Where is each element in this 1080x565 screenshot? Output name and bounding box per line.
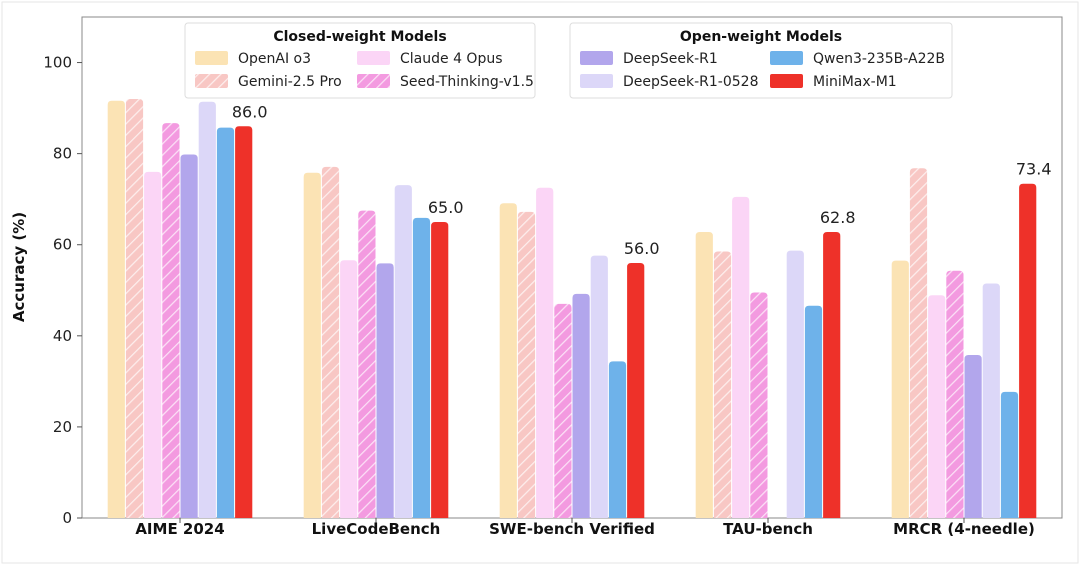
bar-claude-4-opus-3 xyxy=(732,196,750,518)
bar-minimax-m1-3 xyxy=(823,231,841,518)
bar-seed-thinking-v1-5-2 xyxy=(554,303,572,518)
legend-title: Open-weight Models xyxy=(680,29,842,45)
legend-open-weight: Open-weight Models DeepSeek-R1 DeepSeek-R1… xyxy=(569,22,953,99)
legend-box xyxy=(569,22,953,99)
bar-deepseek-r1-0528-0 xyxy=(198,101,216,519)
legend-label: Seed-Thinking-v1.5 xyxy=(400,74,534,90)
bar-minimax-m1-1 xyxy=(431,221,449,519)
bar-openai-o3-1 xyxy=(303,172,321,519)
bar-minimax-m1-2 xyxy=(627,262,645,518)
legend-title: Closed-weight Models xyxy=(273,29,446,45)
bar-minimax-m1-4 xyxy=(1019,183,1037,519)
legend-swatch xyxy=(580,74,613,88)
data-label: 56.0 xyxy=(624,239,660,258)
y-tick-label: 40 xyxy=(53,327,72,345)
bar-deepseek-r1-0528-4 xyxy=(982,283,1000,518)
legend-swatch xyxy=(770,51,803,65)
data-label: 65.0 xyxy=(428,198,464,217)
legend-label: DeepSeek-R1 xyxy=(623,51,718,67)
bar-qwen3-235b-a22b-3 xyxy=(804,305,823,518)
bar-openai-o3-3 xyxy=(695,231,713,518)
bar-openai-o3-0 xyxy=(107,100,125,518)
legend-label: Gemini-2.5 Pro xyxy=(238,74,342,90)
x-category-label: SWE-bench Verified xyxy=(489,520,655,538)
bar-gemini-2-5-pro-2 xyxy=(517,211,536,518)
bar-deepseek-r1-1 xyxy=(376,263,394,518)
bar-openai-o3-2 xyxy=(499,203,517,518)
legend-swatch xyxy=(357,51,390,65)
legend-swatch xyxy=(770,74,803,88)
y-axis-title: Accuracy (%) xyxy=(10,212,28,322)
plot-area: 0 20 40 60 80 100 AIME 2024 LiveCodeBench SWE-be… xyxy=(43,16,1063,538)
legend-label: OpenAI o3 xyxy=(238,51,311,67)
legend-label: DeepSeek-R1-0528 xyxy=(623,74,758,90)
bar-gemini-2-5-pro-3 xyxy=(713,251,732,519)
legend-swatch xyxy=(195,51,228,65)
legend-closed-weight: Closed-weight Models OpenAI o3 Gemini-2.5 … xyxy=(184,22,536,99)
bar-gemini-2-5-pro-4 xyxy=(909,168,928,518)
legend-label: MiniMax-M1 xyxy=(813,74,897,90)
legend-swatch xyxy=(357,74,390,88)
y-tick-label: 100 xyxy=(43,54,72,72)
bar-qwen3-235b-a22b-0 xyxy=(216,127,235,519)
x-category-label: AIME 2024 xyxy=(135,520,224,538)
x-category-label: TAU-bench xyxy=(723,520,813,538)
y-tick-label: 80 xyxy=(53,145,72,163)
bar-deepseek-r1-0528-1 xyxy=(394,185,412,518)
bar-minimax-m1-0 xyxy=(235,126,253,519)
legend-swatch xyxy=(195,74,228,88)
bar-claude-4-opus-2 xyxy=(536,187,554,518)
bar-claude-4-opus-0 xyxy=(144,171,162,518)
bar-deepseek-r1-2 xyxy=(572,293,590,518)
y-tick-label: 20 xyxy=(53,418,72,436)
bar-qwen3-235b-a22b-1 xyxy=(412,217,431,518)
legend-label: Qwen3-235B-A22B xyxy=(813,51,945,67)
bar-qwen3-235b-a22b-4 xyxy=(1000,391,1019,518)
bar-gemini-2-5-pro-0 xyxy=(125,98,144,519)
bar-gemini-2-5-pro-1 xyxy=(321,166,340,518)
legend-swatch xyxy=(580,51,613,65)
y-tick-label: 60 xyxy=(53,236,72,254)
legend-label: Claude 4 Opus xyxy=(400,51,503,67)
data-label: 73.4 xyxy=(1016,160,1052,179)
bar-deepseek-r1-0 xyxy=(180,154,198,518)
bar-deepseek-r1-0528-2 xyxy=(590,255,608,518)
data-label: 62.8 xyxy=(820,208,856,227)
bar-qwen3-235b-a22b-2 xyxy=(608,361,627,518)
bar-deepseek-r1-4 xyxy=(964,354,982,518)
data-label: 86.0 xyxy=(232,102,268,121)
bar-deepseek-r1-0528-3 xyxy=(786,250,804,518)
y-tick-label: 0 xyxy=(62,509,72,527)
bar-seed-thinking-v1-5-3 xyxy=(750,292,768,518)
bar-claude-4-opus-4 xyxy=(928,295,946,518)
bar-seed-thinking-v1-5-1 xyxy=(358,210,376,518)
x-category-label: MRCR (4-needle) xyxy=(893,520,1035,538)
x-category-label: LiveCodeBench xyxy=(312,520,441,538)
bar-openai-o3-4 xyxy=(891,260,909,518)
bar-seed-thinking-v1-5-0 xyxy=(162,123,180,518)
bar-claude-4-opus-1 xyxy=(340,260,358,518)
bar-seed-thinking-v1-5-4 xyxy=(946,270,964,518)
